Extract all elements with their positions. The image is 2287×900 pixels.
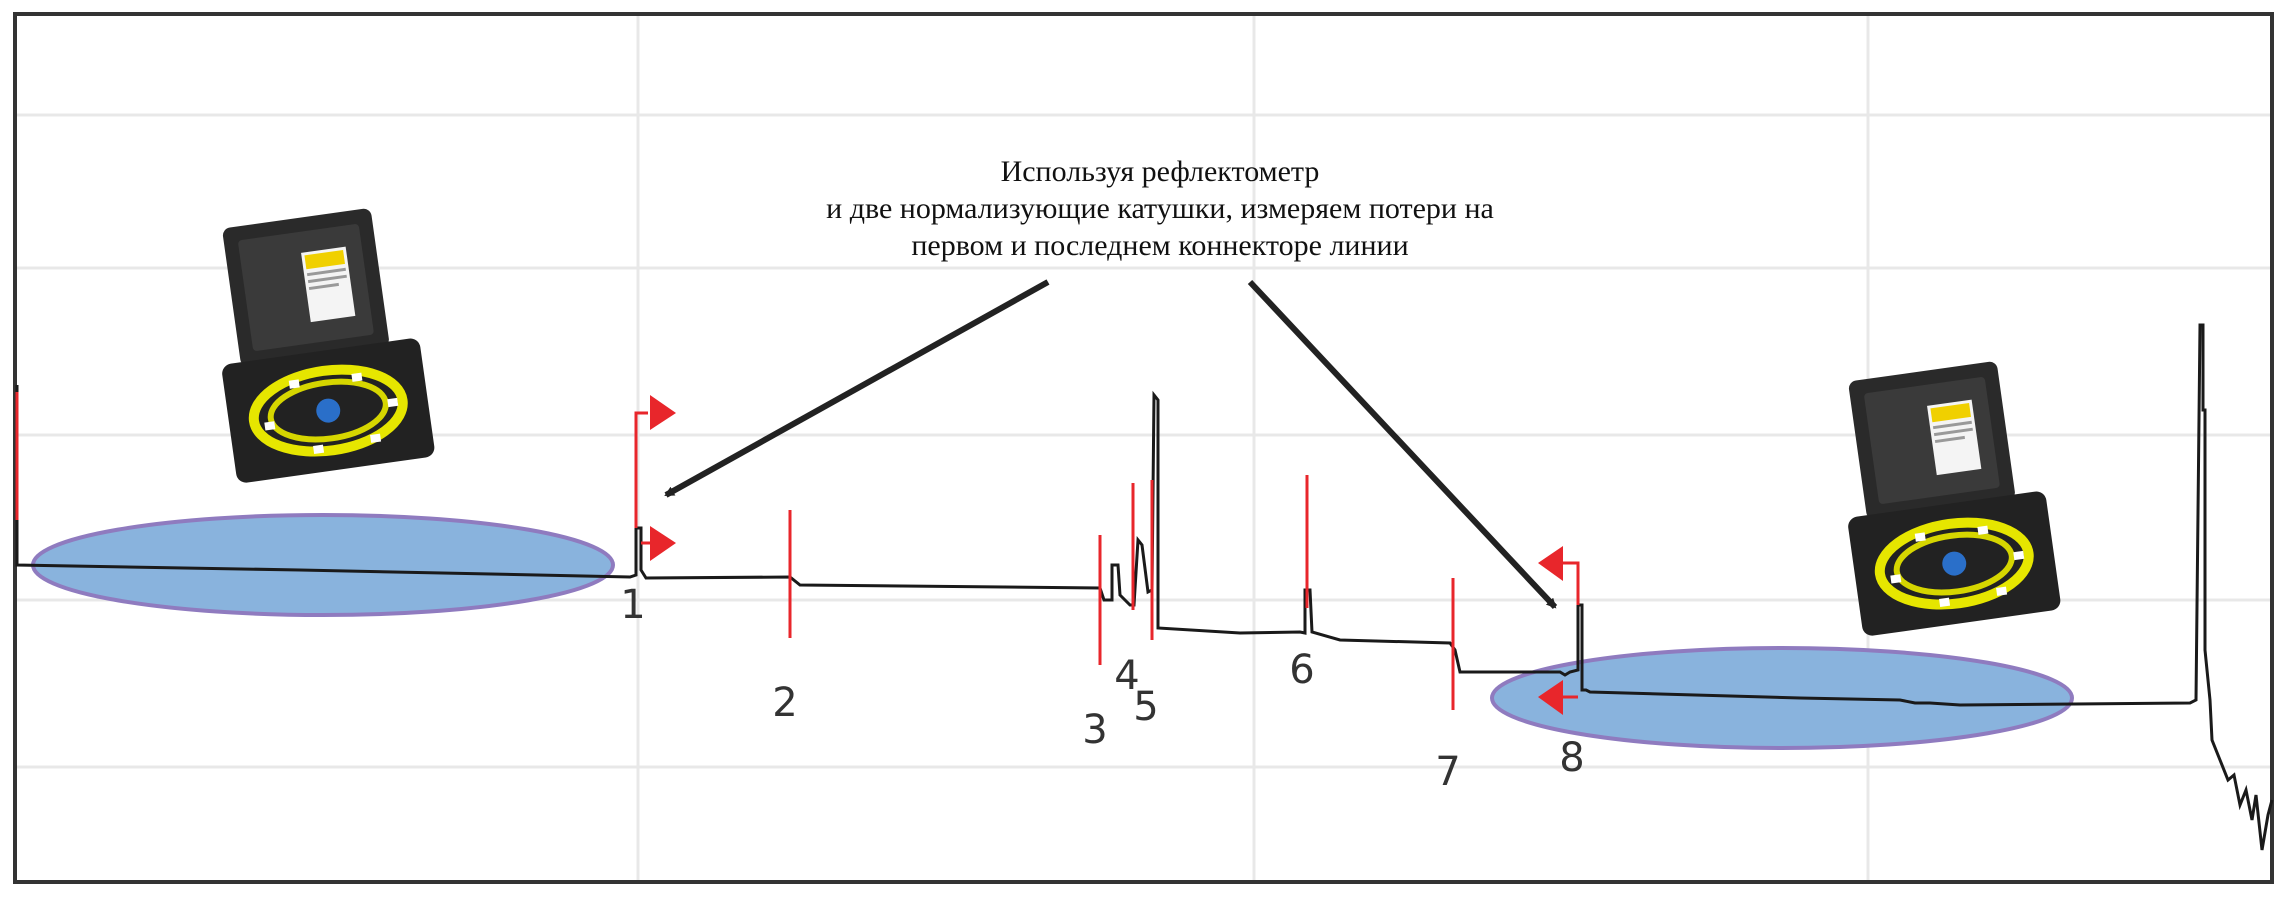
annotation-arrow-left <box>664 279 1050 498</box>
annotation-line-2: и две нормализующие катушки, измеряем по… <box>826 192 1494 225</box>
connector-1-flags <box>634 395 676 561</box>
event-label-6: 6 <box>1289 647 1315 693</box>
event-label-3: 3 <box>1082 707 1108 753</box>
annotation-line-1: Используя рефлектометр <box>1000 155 1320 188</box>
annotation-line-3: первом и последнем коннекторе линии <box>911 229 1409 262</box>
annotation-arrow-right <box>1247 279 1558 610</box>
otdr-receive-reel-case-icon <box>1848 361 2061 636</box>
launch-reel-region <box>31 513 615 617</box>
event-label-7: 7 <box>1435 749 1461 795</box>
event-label-4: 4 <box>1114 653 1140 699</box>
connector-8-flags <box>1538 546 1580 715</box>
annotation-text: Используя рефлектометр и две нормализующ… <box>680 153 1640 264</box>
event-markers <box>788 475 1455 710</box>
event-label-1: 1 <box>620 582 646 628</box>
event-label-5: 5 <box>1133 684 1159 730</box>
event-label-2: 2 <box>772 680 798 726</box>
event-label-8: 8 <box>1559 735 1585 781</box>
otdr-launch-reel-case-icon <box>222 208 435 483</box>
